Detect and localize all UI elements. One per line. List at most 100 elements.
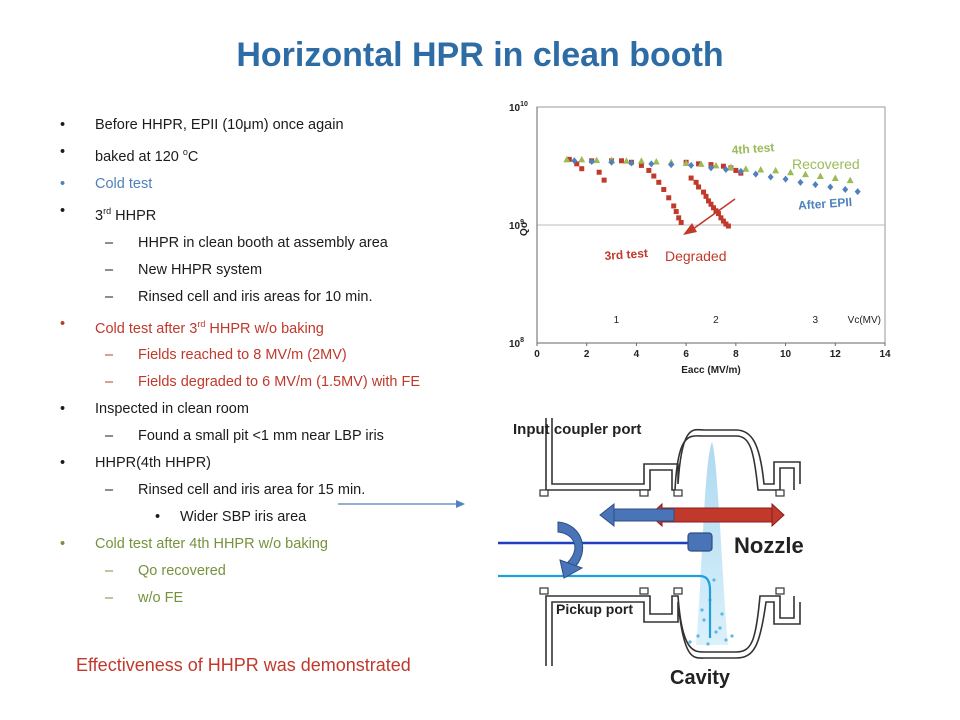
bullet-item: Fields reached to 8 MV/m (2MV): [60, 342, 480, 369]
data-point: [708, 201, 714, 207]
bullet-text: New HHPR system: [138, 261, 263, 278]
series-label-after-epii: After EPII: [798, 195, 853, 213]
data-point: [651, 173, 657, 179]
data-point: [676, 215, 682, 221]
data-point: [608, 158, 615, 166]
data-point: [708, 164, 714, 172]
nozzle-head: [687, 532, 713, 552]
data-point: [596, 169, 602, 175]
bullet-superscript: rd: [103, 205, 112, 216]
data-point: [661, 186, 667, 192]
bullet-text: 3: [95, 207, 104, 224]
bullet-text: HHPR(4th HHPR): [95, 455, 212, 472]
vc-axis-label: Vc(MV): [848, 315, 881, 326]
data-point: [574, 161, 580, 167]
cavity-diagram: Input coupler port Pickup port Nozzle Ca…: [498, 418, 804, 689]
spray-droplets: [688, 578, 734, 646]
data-point: [727, 163, 735, 171]
data-point: [578, 155, 586, 163]
data-point: [666, 195, 672, 201]
data-point: [710, 205, 716, 211]
data-point: [566, 156, 572, 162]
bullet-text: Rinsed cell and iris areas for 10 min.: [138, 288, 373, 305]
bullet-item: Cold test after 3rd HHPR w/o baking: [60, 311, 480, 343]
data-point: [757, 166, 765, 173]
y-tick-exponent: 9: [520, 219, 524, 226]
bullet-item: Found a small pit <1 mm near LBP iris: [60, 423, 480, 450]
spray-droplet: [718, 626, 722, 630]
data-point: [638, 162, 644, 168]
recovered-annotation: Recovered: [792, 156, 860, 172]
data-point: [601, 177, 607, 183]
data-point: [713, 208, 719, 214]
bullet-item: Fields degraded to 6 MV/m (1.5MV) with F…: [60, 369, 480, 396]
data-point: [619, 158, 625, 164]
data-point: [722, 166, 729, 174]
bullet-item: baked at 120 oC: [60, 139, 480, 171]
pickup-port-label: Pickup port: [556, 601, 633, 617]
slide-title: Horizontal HPR in clean booth: [236, 36, 724, 74]
x-tick-label: 10: [780, 349, 792, 360]
bullet-item: HHPR in clean booth at assembly area: [60, 230, 480, 257]
series-label-4th-test: 4th test: [731, 140, 775, 157]
bullet-item: Wider SBP iris area: [60, 504, 480, 531]
data-point: [579, 166, 585, 172]
y-tick-base: 10: [509, 339, 521, 350]
bullet-item: New HHPR system: [60, 257, 480, 284]
data-point: [842, 185, 849, 193]
bullet-text: Qo recovered: [138, 563, 226, 580]
data-point: [648, 160, 655, 168]
x-tick-label: 0: [534, 349, 540, 360]
data-point: [696, 184, 702, 190]
y-tick-label: 109: [509, 219, 524, 232]
input-coupler-port-label: Input coupler port: [513, 421, 641, 438]
data-point: [812, 181, 819, 189]
bullet-text: w/o FE: [138, 590, 184, 607]
data-point: [742, 165, 750, 172]
data-point: [637, 157, 645, 164]
y-tick-exponent: 8: [520, 337, 524, 344]
bullet-superscript: o: [182, 147, 188, 157]
bullet-text: Inspected in clean room: [95, 401, 249, 418]
data-point: [646, 167, 652, 173]
x-tick-label: 2: [584, 349, 590, 360]
data-point: [652, 158, 660, 165]
rotation-arrow-icon: [557, 521, 584, 579]
bullet-text: C: [187, 148, 199, 165]
spray-droplet: [700, 608, 704, 612]
spray-droplet: [706, 642, 710, 646]
bullet-text: Before HHPR, EPII (10μm) once again: [95, 117, 344, 133]
data-point: [767, 173, 774, 181]
degraded-pointer-arrow: [692, 198, 736, 230]
data-point: [703, 193, 709, 199]
data-point: [797, 178, 804, 186]
data-point: [678, 219, 684, 225]
x-tick-label: 6: [683, 349, 689, 360]
spray-droplet: [724, 638, 728, 642]
bullet-item: w/o FE: [60, 585, 480, 612]
data-point: [706, 198, 712, 204]
bullet-text: Fields degraded to 6 MV/m (1.5MV) with F…: [138, 374, 421, 391]
data-point: [720, 163, 726, 169]
vc-tick-label: 2: [713, 315, 719, 326]
x-axis-label: Eacc (MV/m): [681, 365, 740, 376]
spray-droplet: [712, 578, 716, 582]
data-point: [854, 188, 861, 196]
data-point: [671, 203, 677, 209]
data-point: [772, 166, 780, 174]
data-point: [733, 167, 739, 173]
data-point: [752, 170, 759, 178]
bullet-text: Wider SBP iris area: [180, 509, 307, 526]
bullet-text: Found a small pit <1 mm near LBP iris: [138, 428, 384, 445]
cavity-shell: [545, 418, 801, 666]
data-point: [622, 157, 630, 164]
data-point: [782, 175, 789, 183]
data-point: [697, 160, 705, 167]
data-point: [725, 223, 731, 229]
bullet-text: HHPR: [111, 207, 157, 224]
conclusion-text: Effectiveness of HHPR was demonstrated: [76, 655, 411, 675]
bullet-text: HHPR in clean booth at assembly area: [138, 234, 388, 251]
bullet-text: HHPR w/o baking: [205, 320, 324, 337]
data-point: [801, 170, 809, 178]
